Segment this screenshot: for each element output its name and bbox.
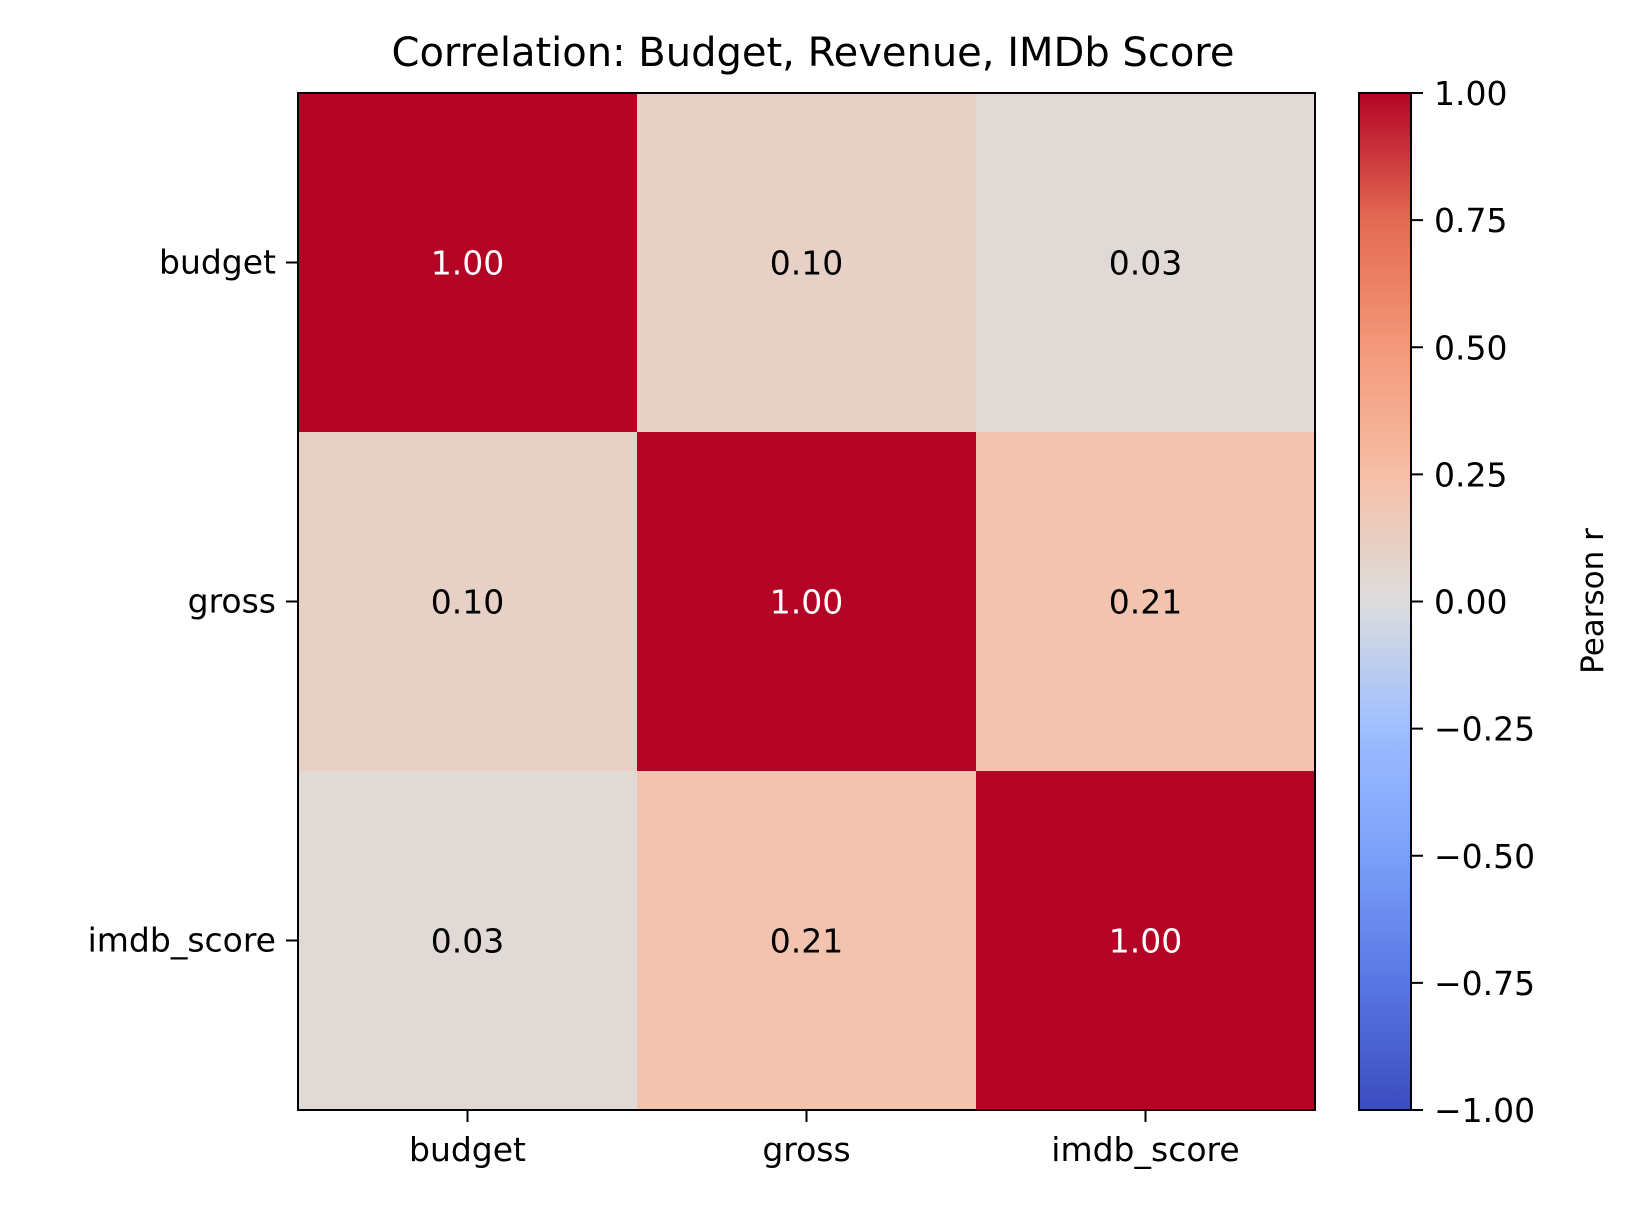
heatmap-cell [976,93,1316,433]
colorbar-tick-label: 0.25 [1434,455,1507,494]
colorbar-tick-label: 1.00 [1434,74,1507,113]
colorbar-axis: 1.00 0.75 0.50 0.25 0.00 −0.25 −0.50 −0.75 −1.00 [1411,74,1535,1130]
colorbar-tick-label: 0.75 [1434,201,1507,240]
x-tick-label: imdb_score [1051,1130,1239,1169]
cell-value-label: 1.00 [770,583,843,622]
x-axis: budget gross imdb_score [409,1110,1240,1169]
cell-value-label: 0.10 [770,244,843,283]
cell-value-label: 1.00 [1109,922,1182,961]
colorbar-tick-label: −0.50 [1434,837,1535,876]
y-axis: budget gross imdb_score [88,243,298,960]
y-tick-label: gross [188,582,276,621]
y-tick-label: imdb_score [88,921,276,960]
heatmap-cell [637,93,977,433]
cell-value-label: 1.00 [431,244,504,283]
cell-value-label: 0.03 [431,922,504,961]
heatmap-cell [976,771,1316,1111]
cell-value-label: 0.21 [770,922,843,961]
cell-value-label: 0.03 [1109,244,1182,283]
x-tick-label: budget [409,1130,526,1169]
colorbar-tick-label: 0.00 [1434,583,1507,622]
heatmap-cells [298,93,1316,1111]
colorbar-tick-label: 0.50 [1434,328,1507,367]
colorbar-tick-label: −0.75 [1434,964,1535,1003]
heatmap-cell [298,771,638,1111]
colorbar-tick-label: −1.00 [1434,1091,1535,1130]
cell-value-label: 0.10 [431,583,504,622]
heatmap-cell [298,93,638,433]
heatmap-cell [637,771,977,1111]
colorbar [1358,92,1412,1111]
heatmap-cell [298,432,638,772]
chart-title: Correlation: Budget, Revenue, IMDb Score [392,30,1235,76]
colorbar-tick-label: −0.25 [1434,710,1535,749]
heatmap-cell [637,432,977,772]
heatmap-cell-labels: 1.00 0.10 0.03 0.10 1.00 0.21 0.03 0.21 1.00 [431,244,1182,961]
x-tick-label: gross [762,1130,850,1169]
cell-value-label: 0.21 [1109,583,1182,622]
y-tick-label: budget [159,243,276,282]
colorbar-label: Pearson r [1575,528,1611,674]
heatmap-cell [976,432,1316,772]
